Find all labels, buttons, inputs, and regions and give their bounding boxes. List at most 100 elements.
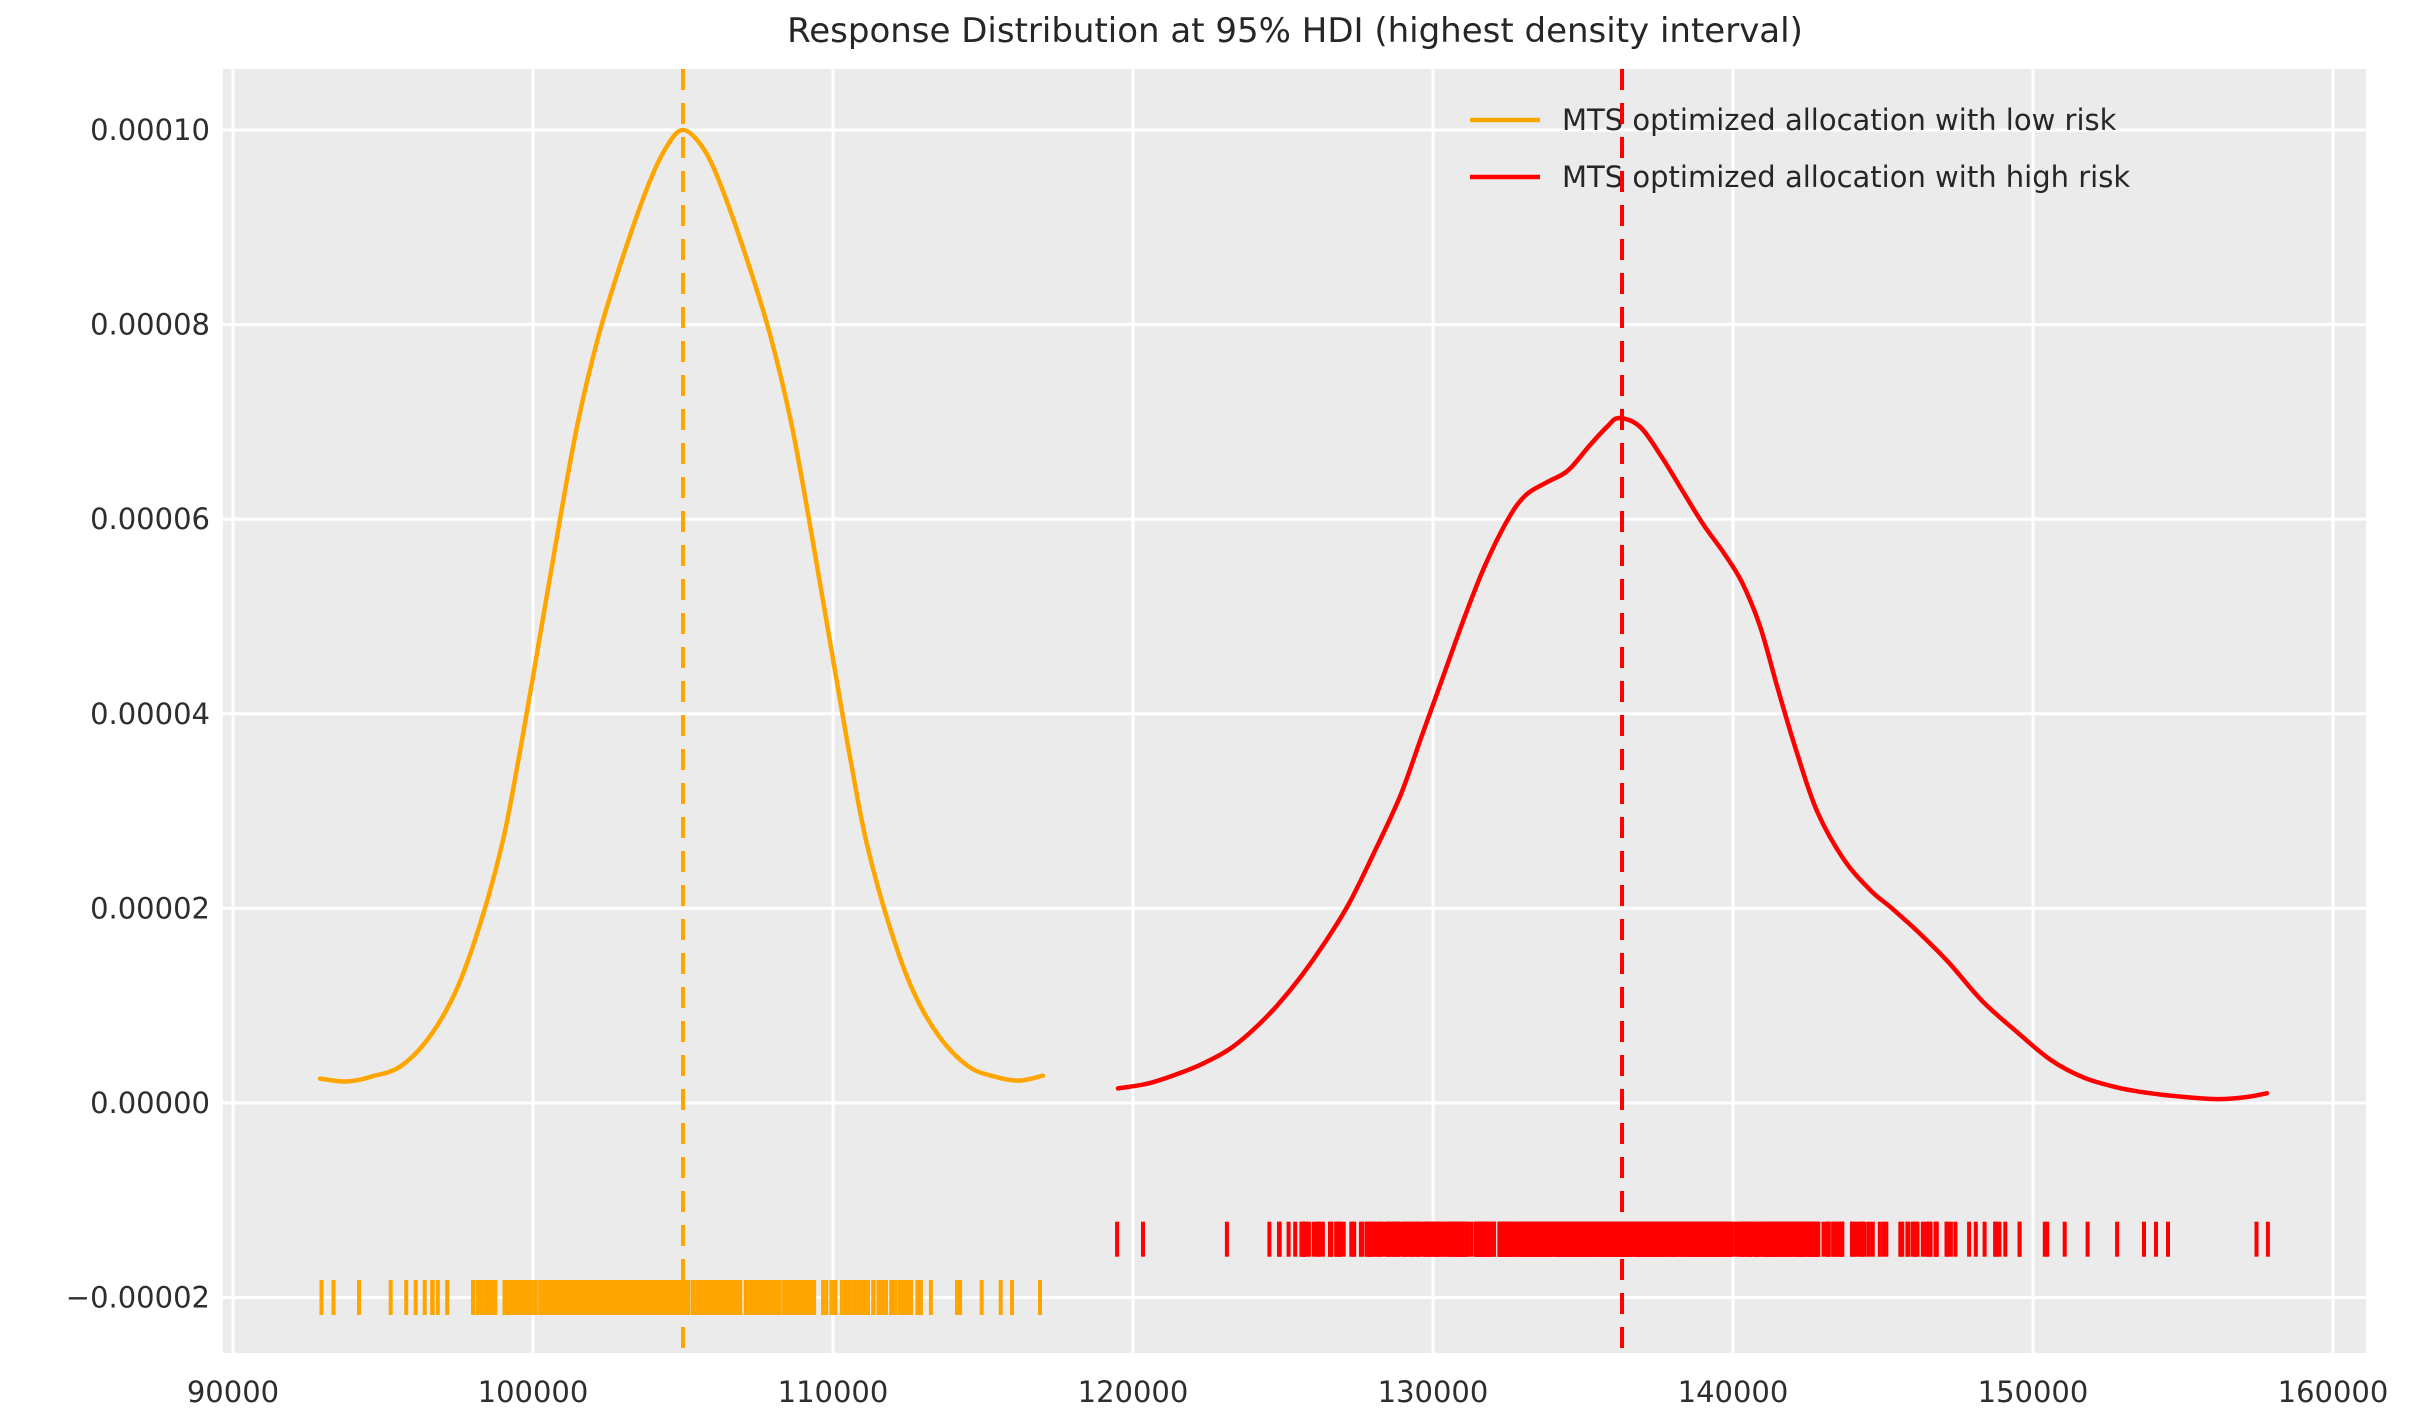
rug-mark [1808,1221,1813,1257]
rug-mark [1316,1221,1321,1257]
rug-mark [1502,1221,1507,1257]
rug-mark [853,1280,858,1315]
rug-mark [1862,1221,1867,1257]
rug-mark [1795,1221,1800,1257]
rug-mark [667,1280,672,1315]
x-axis-tick-label: 120000 [1078,1375,1189,1409]
rug-mark [1415,1221,1419,1257]
high-risk-rug [1115,1221,2270,1257]
rug-mark [1606,1221,1611,1257]
rug-mark [1616,1221,1621,1257]
rug-mark [1469,1221,1474,1257]
rug-mark [907,1280,912,1315]
rug-mark [319,1280,324,1315]
rug-mark [1709,1221,1714,1257]
rug-mark [1835,1221,1840,1257]
rug-mark [652,1280,657,1315]
rug-mark [1490,1221,1494,1257]
rug-mark [918,1280,923,1315]
rug-mark [1566,1221,1571,1257]
rug-mark [786,1280,791,1315]
rug-mark [1293,1221,1298,1257]
rug-mark [2085,1221,2090,1257]
rug-mark [1422,1221,1427,1257]
rug-mark [1856,1221,1861,1257]
rug-mark [766,1280,771,1315]
x-axis-tick-label: 100000 [478,1375,589,1409]
rug-mark [1412,1221,1417,1257]
rug-mark [1450,1221,1455,1257]
rug-mark [1696,1221,1701,1257]
rug-mark [1302,1221,1307,1257]
rug-mark [1427,1221,1432,1257]
rug-mark [862,1280,867,1315]
rug-mark [1905,1221,1910,1257]
rug-mark [1572,1221,1576,1257]
rug-mark [707,1280,712,1315]
rug-mark [672,1280,677,1315]
rug-mark [1699,1221,1704,1257]
rug-mark [526,1280,531,1315]
rug-mark [1805,1221,1810,1257]
rug-mark [1704,1221,1708,1257]
y-axis-tick-label: 0.00010 [90,113,210,147]
rug-mark [1870,1221,1875,1257]
rug-mark [520,1280,525,1315]
rug-mark [493,1280,498,1315]
rug-mark [1328,1221,1332,1257]
rug-mark [533,1280,537,1315]
rug-mark [1306,1221,1311,1257]
rug-mark [660,1280,665,1315]
rug-mark [1371,1221,1376,1257]
rug-mark [878,1280,883,1315]
high-risk-kde-curve [1115,415,2270,1102]
rug-mark [640,1280,645,1315]
rug-mark [747,1280,752,1315]
rug-mark [510,1280,515,1315]
rug-mark [1010,1280,1014,1315]
rug-mark [842,1280,847,1315]
rug-mark [1729,1221,1734,1257]
rug-mark [1286,1221,1291,1257]
rug-mark [1486,1221,1491,1257]
rug-mark [1677,1221,1682,1257]
rug-mark [1665,1221,1670,1257]
rug-mark [1592,1221,1597,1257]
rug-mark [530,1280,535,1315]
rug-mark [1582,1221,1587,1257]
rug-mark [1484,1221,1489,1257]
rug-mark [1420,1221,1425,1257]
rug-mark [648,1280,653,1315]
rug-mark [1509,1221,1514,1257]
rug-mark [1948,1221,1953,1257]
rug-mark [1915,1221,1920,1257]
rug-mark [1530,1221,1535,1257]
rug-mark [589,1280,594,1315]
rug-mark [2017,1221,2022,1257]
rug-mark [795,1280,800,1315]
rug-mark [1598,1221,1603,1257]
rug-mark [898,1280,902,1315]
rug-mark [1475,1221,1480,1257]
grid [223,69,2366,1353]
rug-mark [1853,1221,1858,1257]
rug-mark [859,1280,864,1315]
rug-mark [1811,1221,1816,1257]
rug-mark [1782,1221,1787,1257]
rug-mark [756,1280,761,1315]
rug-mark [928,1280,933,1315]
rug-mark [760,1280,765,1315]
rug-mark [1831,1221,1836,1257]
rug-mark [1786,1221,1790,1257]
rug-mark [1554,1221,1559,1257]
rug-mark [1849,1221,1854,1257]
rug-mark [1409,1221,1414,1257]
rug-mark [1380,1221,1385,1257]
rug-mark [1519,1221,1524,1257]
rug-mark [612,1280,617,1315]
rug-mark [1560,1221,1565,1257]
rug-mark [1358,1221,1363,1257]
rug-mark [586,1280,591,1315]
